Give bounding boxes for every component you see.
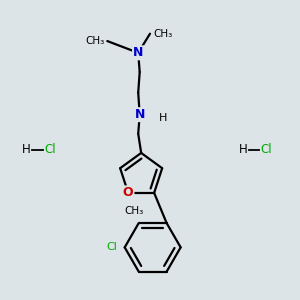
Text: N: N — [133, 46, 143, 59]
Text: H: H — [238, 143, 247, 157]
Text: H: H — [22, 143, 31, 157]
Text: H: H — [159, 112, 167, 123]
Text: CH₃: CH₃ — [85, 36, 104, 46]
Text: Cl: Cl — [106, 242, 117, 252]
Text: O: O — [123, 186, 134, 200]
Text: CH₃: CH₃ — [124, 206, 144, 216]
Text: Cl: Cl — [260, 143, 272, 157]
Text: Cl: Cl — [44, 143, 56, 157]
Text: CH₃: CH₃ — [153, 29, 172, 39]
Text: N: N — [134, 108, 145, 121]
